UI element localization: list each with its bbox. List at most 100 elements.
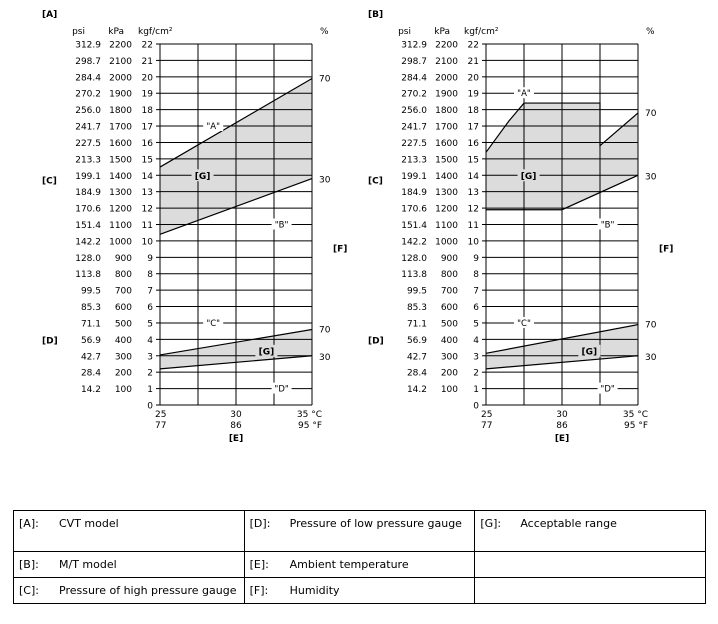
kgf-tick-label: 10 bbox=[142, 237, 154, 247]
x-tick-label-f: 77 bbox=[155, 421, 166, 431]
psi-tick-label: 184.9 bbox=[401, 188, 427, 198]
x-tick-label-f: 86 bbox=[556, 421, 568, 431]
kpa-tick-label: 1300 bbox=[109, 188, 132, 198]
callout-b-bg bbox=[597, 218, 618, 230]
kgf-tick-label: 7 bbox=[147, 287, 153, 297]
x-tick-label-f: 95 °F bbox=[624, 421, 648, 431]
legend-row: [A]: CVT model [D]: Pressure of low pressu… bbox=[13, 510, 706, 552]
kpa-tick-label: 2200 bbox=[109, 41, 132, 51]
psi-tick-label: 113.8 bbox=[75, 270, 101, 280]
legend-code: [B]: bbox=[19, 558, 39, 571]
kpa-tick-label: 2000 bbox=[435, 73, 458, 83]
humidity-label-low-upper: 70 bbox=[319, 326, 331, 336]
kgf-tick-label: 15 bbox=[142, 155, 153, 165]
y-label-low: [D] bbox=[42, 336, 58, 346]
legend-code: [F]: bbox=[249, 584, 269, 597]
kpa-tick-label: 400 bbox=[441, 336, 458, 346]
kpa-tick-label: 1200 bbox=[435, 205, 458, 215]
psi-tick-label: 213.3 bbox=[75, 155, 101, 165]
x-tick-label-c: 25 bbox=[481, 410, 492, 420]
kpa-tick-label: 2100 bbox=[109, 57, 132, 67]
kgf-tick-label: 9 bbox=[473, 254, 479, 264]
kpa-tick-label: 900 bbox=[115, 254, 132, 264]
legend-cell-e: [E]: Ambient temperature bbox=[243, 551, 476, 578]
kpa-tick-label: 1600 bbox=[109, 139, 132, 149]
psi-tick-label: 56.9 bbox=[81, 336, 101, 346]
kpa-tick-label: 300 bbox=[441, 352, 458, 362]
legend-cell-g: [G]: Acceptable range bbox=[474, 510, 706, 552]
high_pressure-lower-line bbox=[159, 177, 313, 235]
kpa-tick-label: 2200 bbox=[435, 41, 458, 51]
psi-tick-label: 312.9 bbox=[401, 41, 427, 51]
kpa-tick-label: 100 bbox=[115, 385, 132, 395]
x-tick-label-c: 25 bbox=[155, 410, 166, 420]
callout-b-bg bbox=[271, 218, 292, 230]
kgf-tick-label: 0 bbox=[147, 402, 153, 412]
legend-text: Pressure of high pressure gauge bbox=[59, 584, 237, 597]
kpa-tick-label: 1400 bbox=[109, 172, 132, 182]
legend-text: Humidity bbox=[289, 584, 340, 597]
legend-row: [B]: M/T model [E]: Ambient temperature bbox=[13, 551, 706, 578]
kpa-tick-label: 900 bbox=[441, 254, 458, 264]
unit-psi: psi bbox=[398, 27, 411, 37]
psi-tick-label: 256.0 bbox=[75, 106, 101, 116]
psi-tick-label: 85.3 bbox=[407, 303, 427, 313]
chart-panel-1: 2221201918171615141312111098765432102200… bbox=[368, 10, 673, 444]
kgf-tick-label: 22 bbox=[142, 41, 153, 51]
legend-cell-d: [D]: Pressure of low pressure gauge bbox=[243, 510, 476, 552]
callout-a-bg bbox=[514, 87, 534, 99]
psi-tick-label: 298.7 bbox=[75, 57, 101, 67]
kgf-tick-label: 10 bbox=[468, 237, 480, 247]
kgf-tick-label: 20 bbox=[142, 73, 154, 83]
kpa-tick-label: 1700 bbox=[109, 123, 132, 133]
kgf-tick-label: 19 bbox=[142, 90, 154, 100]
kpa-tick-label: 500 bbox=[441, 319, 458, 329]
kpa-tick-label: 1500 bbox=[109, 155, 132, 165]
psi-tick-label: 284.4 bbox=[401, 73, 427, 83]
kgf-tick-label: 2 bbox=[473, 369, 479, 379]
kpa-tick-label: 1200 bbox=[109, 205, 132, 215]
x-tick-label-c: 30 bbox=[556, 410, 568, 420]
kgf-tick-label: 14 bbox=[142, 172, 154, 182]
psi-tick-label: 142.2 bbox=[401, 237, 427, 247]
kpa-tick-label: 1400 bbox=[435, 172, 458, 182]
callout-b: "B" bbox=[275, 221, 289, 231]
psi-tick-label: 199.1 bbox=[401, 172, 427, 182]
kgf-tick-label: 4 bbox=[473, 336, 479, 346]
psi-tick-label: 256.0 bbox=[401, 106, 427, 116]
legend-table: [A]: CVT model [D]: Pressure of low pressu… bbox=[13, 510, 706, 604]
psi-tick-label: 298.7 bbox=[401, 57, 427, 67]
legend-code: [G]: bbox=[480, 517, 502, 530]
humidity-label-low-upper: 70 bbox=[645, 321, 657, 331]
kpa-tick-label: 1100 bbox=[435, 221, 458, 231]
kpa-tick-label: 1800 bbox=[109, 106, 132, 116]
psi-tick-label: 213.3 bbox=[401, 155, 427, 165]
range-label-high: [G] bbox=[521, 172, 537, 182]
legend-code: [D]: bbox=[249, 517, 271, 530]
legend-text: Pressure of low pressure gauge bbox=[289, 517, 462, 530]
legend-text: Ambient temperature bbox=[289, 558, 409, 571]
psi-tick-label: 14.2 bbox=[81, 385, 101, 395]
high_pressure-upper-line bbox=[485, 102, 639, 153]
psi-tick-label: 99.5 bbox=[81, 287, 101, 297]
kgf-tick-label: 4 bbox=[147, 336, 153, 346]
psi-tick-label: 128.0 bbox=[401, 254, 427, 264]
psi-tick-label: 170.6 bbox=[401, 205, 427, 215]
psi-tick-label: 227.5 bbox=[401, 139, 427, 149]
y-label-low: [D] bbox=[368, 336, 384, 346]
psi-tick-label: 270.2 bbox=[75, 90, 101, 100]
kgf-tick-label: 7 bbox=[473, 287, 479, 297]
x-axis-label: [E] bbox=[229, 434, 243, 444]
kpa-tick-label: 1900 bbox=[109, 90, 132, 100]
legend-cell-empty bbox=[474, 551, 706, 578]
kpa-tick-label: 200 bbox=[441, 369, 458, 379]
kgf-tick-label: 13 bbox=[142, 188, 153, 198]
legend-code: [C]: bbox=[19, 584, 39, 597]
psi-tick-label: 71.1 bbox=[81, 319, 101, 329]
psi-tick-label: 113.8 bbox=[401, 270, 427, 280]
callout-d: "D" bbox=[274, 385, 288, 395]
kgf-tick-label: 3 bbox=[147, 352, 153, 362]
psi-tick-label: 151.4 bbox=[401, 221, 427, 231]
psi-tick-label: 128.0 bbox=[75, 254, 101, 264]
kpa-tick-label: 500 bbox=[115, 319, 132, 329]
